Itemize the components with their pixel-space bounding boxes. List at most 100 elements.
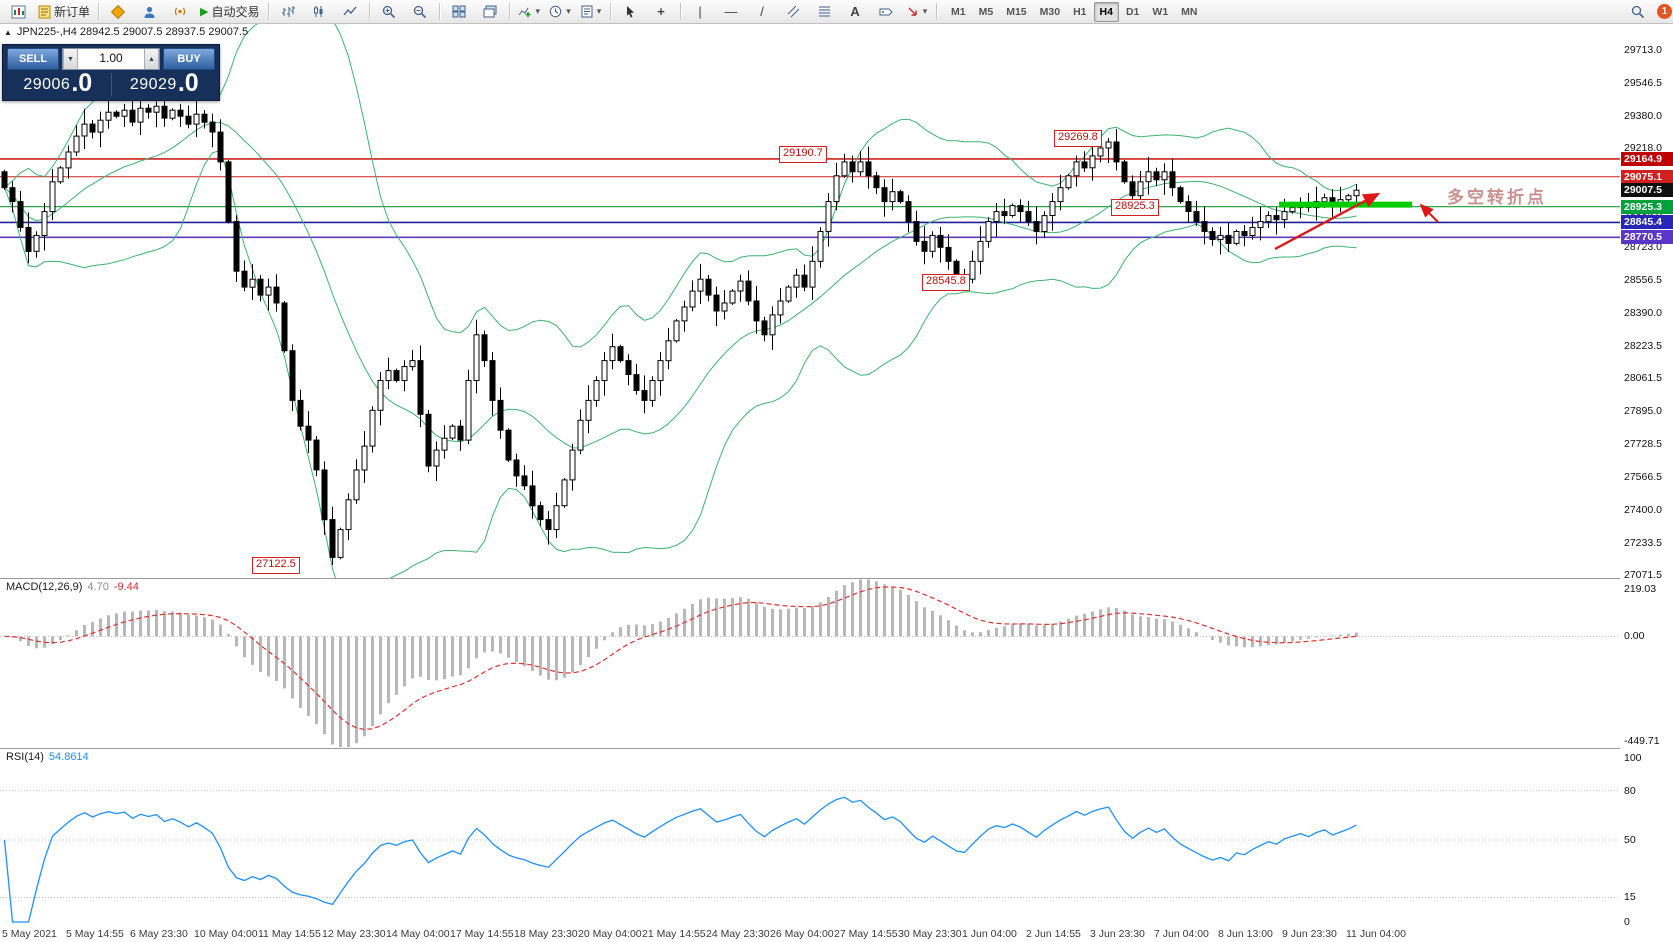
sell-button[interactable]: SELL — [7, 48, 59, 70]
cursor-button[interactable] — [615, 1, 645, 23]
macd-signal-value: -9.44 — [113, 581, 139, 593]
text-tool-icon: A — [850, 3, 860, 19]
time-axis-label: 17 May 14:55 — [450, 928, 514, 940]
profile-button[interactable] — [134, 1, 164, 23]
one-click-collapse-toggle[interactable]: ▲ — [4, 27, 12, 37]
volume-box: ▼ 1.00 ▲ — [62, 48, 160, 70]
timeframe-button-M30[interactable]: M30 — [1039, 5, 1061, 18]
candles-chart-button[interactable] — [304, 1, 334, 23]
ask-price: 29029 .0 — [110, 71, 218, 96]
price-marker-29190.7[interactable]: 29190.7 — [779, 145, 827, 163]
timeframe-button-M5[interactable]: M5 — [978, 5, 994, 18]
time-axis-label: 5 May 14:55 — [66, 928, 124, 940]
arrows-tool-button[interactable]: ▾ — [902, 1, 932, 23]
time-axis[interactable]: 5 May 2021 5 May 14:55 6 May 23:30 10 May 0… — [0, 926, 1673, 942]
trendline-button[interactable]: / — [747, 1, 777, 23]
profile-icon — [144, 6, 155, 18]
price-tag-28845.4[interactable]: 28845.4 — [1621, 215, 1673, 230]
new-chart-button[interactable] — [3, 1, 33, 23]
time-axis-label: 18 May 23:30 — [514, 928, 578, 940]
time-axis-label: 20 May 04:00 — [578, 928, 642, 940]
timeframe-button-MN[interactable]: MN — [1181, 5, 1198, 18]
horizontal-line-button[interactable]: — — [716, 1, 746, 23]
channel-button[interactable] — [778, 1, 808, 23]
bars-chart-button[interactable] — [273, 1, 303, 23]
panel-separator[interactable] — [0, 748, 1673, 749]
text-tool-button[interactable]: A — [840, 1, 870, 23]
notifications-badge[interactable]: 1 — [1657, 4, 1672, 19]
bid-price-pip: .0 — [71, 69, 93, 97]
timeframe-button-H1[interactable]: H1 — [1073, 5, 1087, 18]
timeframe-button-W1[interactable]: W1 — [1152, 5, 1169, 18]
search-button[interactable] — [1623, 1, 1653, 23]
macd-scale-label: -449.71 — [1624, 735, 1660, 747]
zoom-in-icon — [382, 5, 395, 18]
crosshair-button[interactable]: + — [646, 1, 676, 23]
line-chart-button[interactable] — [335, 1, 365, 23]
fibonacci-button[interactable] — [809, 1, 839, 23]
annotation-text[interactable]: 多空转折点 — [1447, 188, 1547, 207]
timeframe-group: M1 M5 M15 M30 H1 H4 D1 W1 MN — [945, 1, 1203, 22]
toolbar-separator — [936, 3, 938, 20]
price-tag-28925.3[interactable]: 28925.3 — [1621, 199, 1673, 214]
signals-button[interactable] — [165, 1, 195, 23]
main-toolbar: 新订单 ▶ 自动交易 — [0, 0, 1673, 24]
timeframe-button-M15[interactable]: M15 — [1006, 5, 1027, 18]
price-tag-28770.5[interactable]: 28770.5 — [1621, 230, 1673, 245]
zoom-in-button[interactable] — [374, 1, 404, 23]
metaquotes-button[interactable] — [103, 1, 133, 23]
price-axis-label: 29218.0 — [1624, 142, 1662, 155]
time-axis-label: 8 Jun 13:00 — [1218, 928, 1273, 940]
panel-separator[interactable] — [0, 578, 1673, 579]
symbol-ohlc-text: JPN225-,H4 28942.5 29007.5 28937.5 29007… — [16, 26, 249, 38]
cascade-windows-button[interactable] — [475, 1, 505, 23]
bid-price-main: 29006 — [23, 76, 71, 93]
indicators-button[interactable]: ▾ — [514, 1, 545, 23]
rsi-value: 54.8614 — [48, 751, 89, 763]
timeframe-button-M1[interactable]: M1 — [951, 5, 966, 18]
price-tag-29075.1[interactable]: 29075.1 — [1621, 169, 1673, 184]
price-marker-29269.8[interactable]: 29269.8 — [1054, 130, 1102, 148]
price-axis-label: 28223.5 — [1624, 340, 1662, 353]
vertical-line-icon: | — [698, 3, 702, 19]
price-marker-28925.3[interactable]: 28925.3 — [1111, 198, 1159, 216]
time-axis-label: 10 May 04:00 — [194, 928, 258, 940]
buy-button[interactable]: BUY — [163, 48, 215, 70]
toolbar-separator — [98, 3, 100, 20]
price-axis[interactable]: 29713.029546.529380.029218.029051.528885… — [1620, 23, 1673, 926]
periods-clock-icon — [550, 5, 562, 18]
price-axis-label: 27071.5 — [1624, 569, 1662, 581]
price-tag-29164.9[interactable]: 29164.9 — [1621, 151, 1673, 166]
volume-increase-button[interactable]: ▲ — [144, 49, 159, 69]
time-axis-label: 26 May 04:00 — [770, 928, 834, 940]
macd-value: 4.70 — [87, 581, 109, 593]
rsi-scale-label: 100 — [1624, 752, 1642, 764]
price-marker-28545.8[interactable]: 28545.8 — [922, 273, 970, 291]
cascade-windows-icon — [483, 5, 496, 18]
timeframe-button-D1[interactable]: D1 — [1125, 5, 1140, 18]
label-tool-button[interactable] — [871, 1, 901, 23]
time-axis-label: 30 May 23:30 — [898, 928, 962, 940]
timeframe-button-H4[interactable]: H4 — [1093, 1, 1119, 22]
toolbar-separator — [680, 3, 682, 20]
toolbar-separator — [610, 3, 612, 20]
zoom-out-button[interactable] — [405, 1, 435, 23]
autotrading-button[interactable]: ▶ 自动交易 — [196, 1, 263, 23]
volume-input[interactable]: 1.00 — [99, 51, 123, 65]
periods-button[interactable]: ▾ — [545, 1, 575, 23]
periods-caret-icon: ▾ — [566, 6, 571, 16]
toolbar-separator — [267, 3, 269, 20]
toolbar-separator — [438, 3, 440, 20]
price-marker-27122.5[interactable]: 27122.5 — [252, 556, 300, 574]
price-tag-29007.5[interactable]: 29007.5 — [1621, 183, 1673, 198]
time-axis-label: 6 May 23:30 — [130, 928, 188, 940]
volume-decrease-button[interactable]: ▼ — [63, 49, 78, 69]
new-order-button[interactable]: 新订单 — [34, 1, 94, 23]
templates-button[interactable]: ▾ — [576, 1, 606, 23]
vertical-line-button[interactable]: | — [685, 1, 715, 23]
tile-windows-button[interactable] — [444, 1, 474, 23]
autotrading-label: 自动交易 — [211, 5, 260, 19]
